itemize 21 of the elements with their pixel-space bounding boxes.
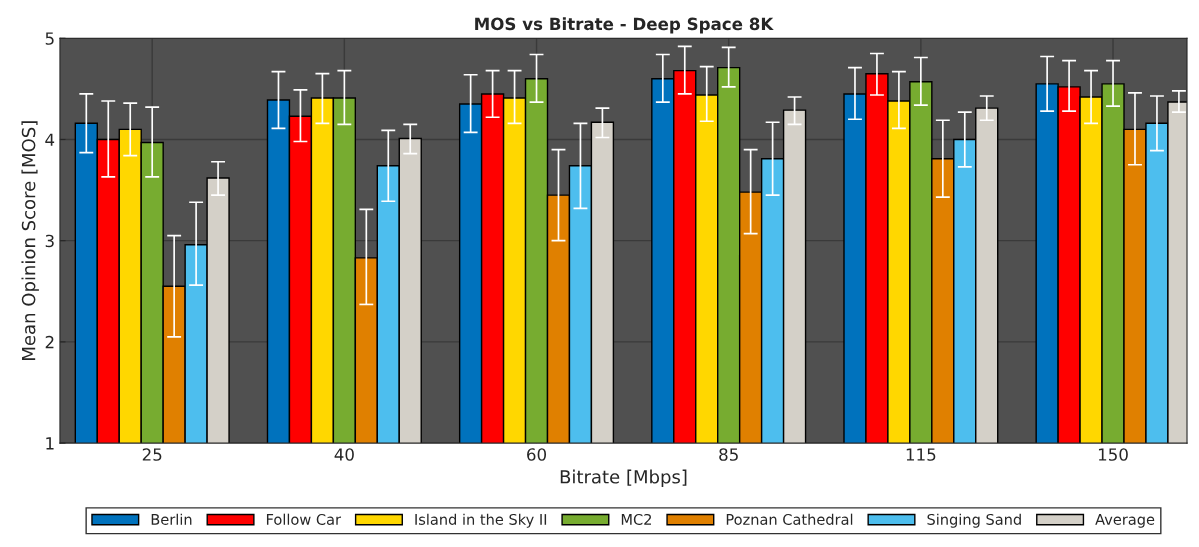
x-tick-label: 25 xyxy=(142,448,162,461)
y-tick-label: 3 xyxy=(45,234,54,248)
x-tick-label: 85 xyxy=(719,448,738,461)
x-tick-label: 150 xyxy=(1098,448,1128,461)
x-tick-label: 40 xyxy=(334,448,354,461)
legend-label: Average xyxy=(1095,514,1155,528)
y-axis-title: Mean Opinion Score [MOS] xyxy=(21,121,39,360)
legend-label: Island in the Sky II xyxy=(415,513,547,528)
legend-label: Singing Sand xyxy=(927,513,1021,528)
y-tick-label: 4 xyxy=(45,133,55,146)
legend-label: MC2 xyxy=(621,513,652,525)
y-tick-label: 1 xyxy=(46,437,54,450)
chart-title: MOS vs Bitrate - Deep Space 8K xyxy=(475,17,774,34)
x-tick-label: 115 xyxy=(906,448,936,461)
legend-label: Poznan Cathedral xyxy=(726,513,853,525)
y-tick-label: 2 xyxy=(45,335,54,349)
y-tick-label: 5 xyxy=(45,32,54,45)
legend-label: Berlin xyxy=(151,513,192,525)
legend-label: Follow Car xyxy=(266,513,342,525)
x-axis-title: Bitrate [Mbps] xyxy=(560,469,687,488)
x-tick-label: 60 xyxy=(527,448,547,461)
